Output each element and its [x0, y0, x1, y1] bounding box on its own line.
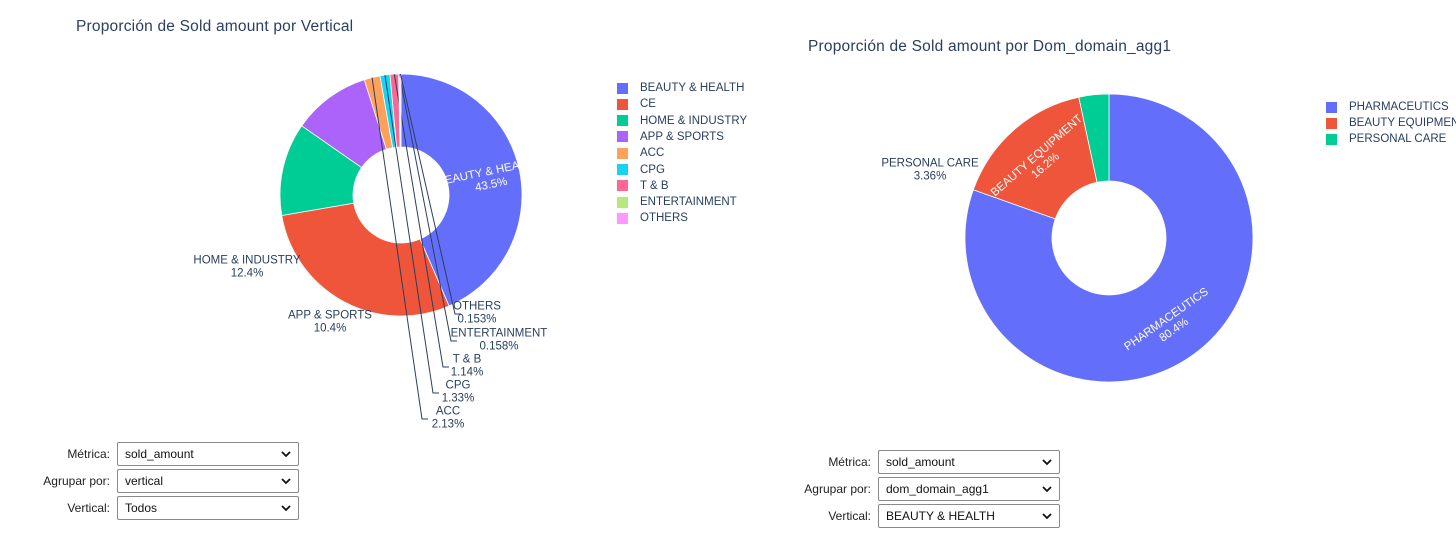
legend-item-ce[interactable]: CE [617, 96, 656, 112]
legend-item-beauty-and-health[interactable]: BEAUTY & HEALTH [617, 80, 744, 96]
chevron-down-icon [281, 451, 291, 458]
dropdown-value: Todos [125, 501, 158, 515]
dropdown-value: sold_amount [125, 447, 194, 461]
legend-swatch [1326, 117, 1337, 129]
legend-label: ACC [640, 147, 665, 160]
legend-label: OTHERS [640, 212, 688, 225]
chevron-down-icon [281, 478, 291, 485]
dropdown-vertical[interactable]: Todos [117, 496, 299, 520]
chevron-down-icon [1042, 486, 1052, 493]
legend-label: ENTERTAINMENT [640, 196, 737, 209]
dropdown-agrupar-por[interactable]: dom_domain_agg1 [878, 477, 1060, 501]
chevron-down-icon [1042, 513, 1052, 520]
legend-label: PERSONAL CARE [1349, 133, 1447, 145]
dropdown-value: dom_domain_agg1 [886, 482, 989, 496]
legend-label: CPG [640, 163, 665, 176]
control-label: Métrica: [828, 455, 871, 469]
slice-personal-care[interactable] [1078, 93, 1110, 183]
legend-swatch [617, 196, 628, 208]
slice-label-others: OTHERS 0.153% [399, 73, 501, 326]
donut-chart-domain: PHARMACEUTICS80.4%BEAUTY EQUIPMENT16.2%P… [881, 93, 1254, 383]
chart-panel-domain: Proporción de Sold amount por Dom_domain… [760, 0, 1456, 537]
control-row-agrupar-por: Agrupar por: vertical [0, 469, 300, 493]
slice-label-personal-care: PERSONAL CARE 3.36% [881, 157, 979, 182]
donut-chart-vertical: BEAUTY & HEALTH43.5%CE28.8%HOME & INDUST… [193, 73, 548, 431]
slice-label-t-and-b: T & B 1.14% [393, 74, 484, 379]
legend-item-entertainment[interactable]: ENTERTAINMENT [617, 194, 737, 210]
control-row-vertical: Vertical: Todos [0, 496, 300, 520]
dropdown-m-trica[interactable]: sold_amount [117, 442, 299, 466]
legend-item-home-and-industry[interactable]: HOME & INDUSTRY [617, 113, 747, 129]
legend-swatch [617, 180, 628, 192]
leader-line [399, 73, 461, 315]
slice-label-app-and-sports: APP & SPORTS 10.4% [288, 309, 372, 334]
leader-line [398, 73, 457, 342]
legend-label: T & B [640, 179, 669, 192]
leader-line [371, 77, 428, 420]
control-row-m-trica: Métrica: sold_amount [761, 450, 1061, 474]
slice-label-cpg: CPG 1.33% [384, 74, 475, 405]
leader-line [384, 74, 439, 394]
legend-item-personal-care[interactable]: PERSONAL CARE [1326, 131, 1446, 147]
control-label: Métrica: [67, 447, 110, 461]
slice-beauty-equipment[interactable] [972, 96, 1098, 220]
legend-label: PHARMACEUTICS [1349, 101, 1449, 113]
legend-item-pharmaceutics[interactable]: PHARMACEUTICS [1326, 99, 1449, 115]
chart-panel-vertical: Proporción de Sold amount por Vertical B… [0, 18, 747, 520]
legend-swatch [617, 98, 628, 110]
legend-item-others[interactable]: OTHERS [617, 210, 688, 226]
slice-others[interactable] [399, 73, 402, 148]
legend-swatch [617, 147, 628, 159]
chevron-down-icon [1042, 459, 1052, 466]
legend-item-acc[interactable]: ACC [617, 145, 664, 161]
control-label: Agrupar por: [43, 474, 110, 488]
legend-swatch [617, 164, 628, 175]
legend-item-beauty-equipment[interactable]: BEAUTY EQUIPMENT [1326, 115, 1456, 131]
slice-label-entertainment: ENTERTAINMENT 0.158% [398, 73, 548, 353]
dropdown-value: sold_amount [886, 455, 955, 469]
legend-swatch [1326, 133, 1337, 145]
legend-item-app-and-sports[interactable]: APP & SPORTS [617, 129, 724, 145]
slice-label-acc: ACC 2.13% [371, 77, 465, 431]
legend-item-t-and-b[interactable]: T & B [617, 178, 669, 194]
control-row-agrupar-por: Agrupar por: dom_domain_agg1 [761, 477, 1061, 501]
control-label: Agrupar por: [804, 482, 871, 496]
legend-swatch [617, 131, 628, 143]
slice-ce[interactable] [281, 202, 450, 317]
control-label: Vertical: [67, 501, 110, 515]
control-row-m-trica: Métrica: sold_amount [0, 442, 300, 466]
legend-label: APP & SPORTS [640, 130, 724, 143]
dropdown-vertical[interactable]: BEAUTY & HEALTH [878, 504, 1060, 528]
legend-item-cpg[interactable]: CPG [617, 162, 665, 178]
svg-text:T & B1.14%: T & B 1.14% [451, 353, 484, 378]
legend-label: CE [640, 98, 656, 111]
legend-swatch [1326, 101, 1337, 113]
control-row-vertical: Vertical: BEAUTY & HEALTH [761, 504, 1061, 528]
chart-title: Proporción de Sold amount por Dom_domain… [808, 38, 1172, 55]
leader-line [393, 74, 449, 368]
slice-pharmaceutics[interactable] [964, 93, 1254, 383]
dropdown-m-trica[interactable]: sold_amount [878, 450, 1060, 474]
legend-swatch [617, 115, 628, 127]
slice-beauty-and-health[interactable] [400, 73, 523, 307]
legend-label: BEAUTY & HEALTH [640, 82, 745, 94]
control-label: Vertical: [828, 509, 871, 523]
legend-label: BEAUTY EQUIPMENT [1349, 117, 1456, 129]
slice-label-home-and-industry: HOME & INDUSTRY 12.4% [193, 254, 300, 279]
legend-swatch [617, 212, 628, 224]
legend-swatch [617, 82, 628, 94]
dropdown-value: BEAUTY & HEALTH [886, 509, 995, 523]
legend-label: HOME & INDUSTRY [640, 114, 748, 127]
chart-title: Proporción de Sold amount por Vertical [76, 18, 354, 35]
chevron-down-icon [281, 505, 291, 512]
dropdown-value: vertical [125, 474, 164, 488]
dropdown-agrupar-por[interactable]: vertical [117, 469, 299, 493]
